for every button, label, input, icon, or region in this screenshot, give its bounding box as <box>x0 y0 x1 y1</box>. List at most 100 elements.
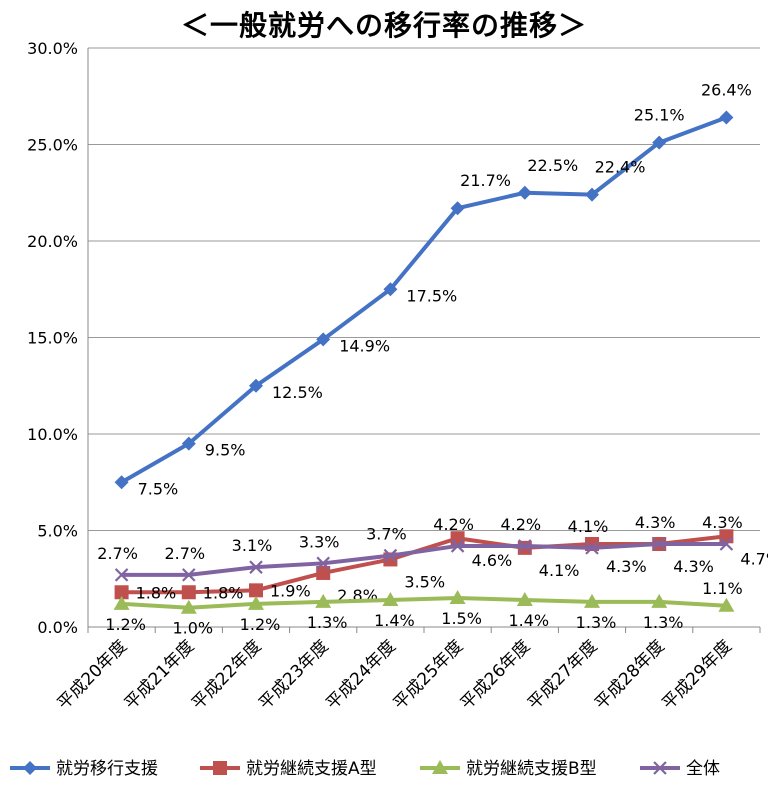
series-line <box>121 596 727 610</box>
data-point <box>450 201 465 216</box>
data-point <box>248 595 264 610</box>
y-tick-label: 10.0% <box>27 425 78 444</box>
x-tick-label: 平成22年度 <box>188 636 266 714</box>
data-point <box>718 597 735 612</box>
data-label: 4.1% <box>539 561 580 580</box>
data-label: 4.3% <box>673 557 714 576</box>
x-tick-label: 平成29年度 <box>658 636 736 714</box>
data-label: 4.6% <box>472 551 513 570</box>
data-point <box>449 590 466 605</box>
y-tick-label: 25.0% <box>27 136 78 155</box>
data-point <box>719 537 734 551</box>
data-label: 3.3% <box>299 532 340 551</box>
x-tick-label: 平成21年度 <box>121 636 199 714</box>
data-point <box>383 548 398 563</box>
data-label: 1.3% <box>307 613 348 632</box>
data-point <box>114 475 129 490</box>
data-label: 22.4% <box>595 158 646 177</box>
data-point <box>316 556 330 571</box>
series-line <box>120 115 728 484</box>
data-label: 1.5% <box>441 609 482 628</box>
data-point <box>585 187 599 202</box>
legend-marker <box>432 760 448 774</box>
data-label: 26.4% <box>701 80 752 99</box>
data-point <box>180 599 197 614</box>
data-label: 1.1% <box>702 579 743 598</box>
x-tick-label: 平成27年度 <box>524 636 602 714</box>
chart-title: ＜一般就労への移行率の推移＞ <box>180 9 587 42</box>
data-point <box>315 593 332 608</box>
legend-label: 就労継続支援A型 <box>246 759 377 779</box>
data-label: 4.3% <box>702 513 743 532</box>
data-point <box>249 583 263 598</box>
data-point <box>585 541 599 555</box>
legend-label: 就労継続支援B型 <box>466 759 597 779</box>
y-tick-label: 15.0% <box>27 329 78 348</box>
data-point <box>113 595 130 610</box>
data-point <box>584 593 600 608</box>
data-label: 4.2% <box>500 515 541 534</box>
x-tick-label: 平成28年度 <box>591 636 669 714</box>
data-point <box>316 565 331 580</box>
data-point <box>181 585 196 600</box>
data-label: 7.5% <box>138 479 179 498</box>
data-label: 2.7% <box>97 544 138 563</box>
data-label: 1.4% <box>374 611 415 630</box>
data-point <box>516 591 533 606</box>
data-label: 21.7% <box>460 171 511 190</box>
x-tick-label: 平成24年度 <box>322 636 400 714</box>
x-tick-label: 平成20年度 <box>54 636 132 714</box>
x-tick-label: 平成25年度 <box>390 636 468 714</box>
data-label: 1.8% <box>136 583 177 602</box>
data-label: 3.1% <box>232 536 273 555</box>
data-point <box>652 135 667 150</box>
data-label: 3.7% <box>366 525 407 544</box>
y-tick-label: 20.0% <box>27 232 78 251</box>
x-tick-label: 平成26年度 <box>457 636 535 714</box>
data-label: 1.3% <box>576 613 617 632</box>
legend-marker <box>213 761 227 775</box>
data-label: 1.2% <box>105 615 146 634</box>
data-label: 1.9% <box>270 581 311 600</box>
data-label: 2.7% <box>164 544 205 563</box>
data-label: 1.3% <box>643 613 684 632</box>
data-label: 12.5% <box>272 383 323 402</box>
data-label: 4.3% <box>635 513 676 532</box>
data-point <box>450 539 465 553</box>
data-point <box>518 539 532 553</box>
data-point <box>652 537 666 551</box>
data-label: 4.1% <box>568 517 609 536</box>
y-tick-label: 5.0% <box>37 522 78 541</box>
data-label: 4.7% <box>740 549 768 568</box>
data-point <box>383 282 398 297</box>
data-label: 1.0% <box>172 619 213 638</box>
data-label: 25.1% <box>634 106 685 125</box>
y-tick-label: 0.0% <box>37 618 78 637</box>
legend-marker <box>653 761 667 775</box>
data-point <box>517 185 532 200</box>
data-label: 3.5% <box>404 572 445 591</box>
data-point <box>719 110 734 125</box>
legend-label: 全体 <box>686 759 720 779</box>
data-label: 1.8% <box>203 583 244 602</box>
data-point <box>382 591 399 606</box>
data-point <box>651 593 668 608</box>
data-label: 1.4% <box>508 611 549 630</box>
data-label: 14.9% <box>339 336 390 355</box>
data-point <box>249 378 263 393</box>
data-point <box>114 568 129 582</box>
data-label: 9.5% <box>205 441 246 460</box>
data-label: 17.5% <box>406 286 457 305</box>
legend-marker <box>23 761 37 775</box>
data-label: 4.3% <box>606 557 647 576</box>
legend-label: 就労移行支援 <box>56 759 158 779</box>
data-label: 4.2% <box>433 515 474 534</box>
y-tick-label: 30.0% <box>27 39 78 58</box>
x-tick-label: 平成23年度 <box>255 636 333 714</box>
series-line <box>121 542 727 577</box>
data-point <box>249 560 263 574</box>
data-label: 1.2% <box>240 615 281 634</box>
data-point <box>114 585 129 600</box>
data-label: 22.5% <box>527 156 578 175</box>
